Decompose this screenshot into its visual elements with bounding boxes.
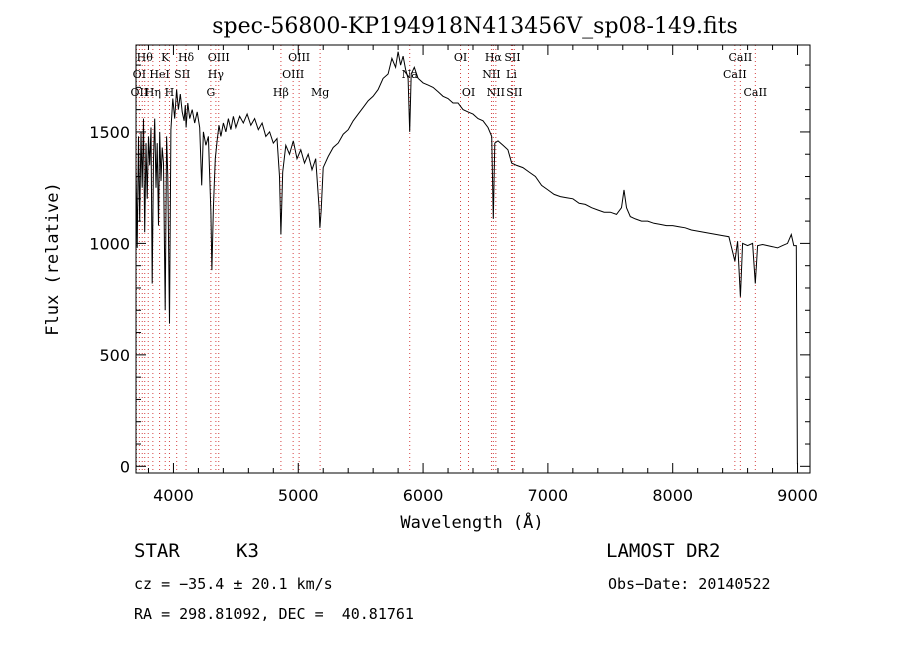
y-tick-label: 0 bbox=[120, 457, 130, 476]
line-label: Hθ bbox=[137, 51, 154, 64]
line-label: CaII bbox=[743, 86, 767, 99]
x-tick-label: 4000 bbox=[153, 486, 194, 505]
line-label: OIII bbox=[208, 51, 230, 64]
radial-velocity: cz = −35.4 ± 20.1 km/s bbox=[134, 575, 333, 593]
line-label: HeI bbox=[149, 68, 169, 81]
x-tick-label: 9000 bbox=[777, 486, 818, 505]
chart-title: spec-56800-KP194918N413456V_sp08-149.fit… bbox=[212, 14, 738, 39]
line-label: Hδ bbox=[178, 51, 195, 64]
x-tick-label: 8000 bbox=[652, 486, 693, 505]
line-label: OI bbox=[462, 86, 475, 99]
spectral-subclass: K3 bbox=[236, 540, 259, 562]
line-label: Mg bbox=[311, 86, 329, 99]
line-label: Na bbox=[402, 68, 419, 81]
survey-name: LAMOST DR2 bbox=[606, 540, 721, 562]
x-tick-label: 7000 bbox=[528, 486, 569, 505]
line-label: CaII bbox=[723, 68, 747, 81]
line-label: OIII bbox=[282, 68, 304, 81]
line-label: SII bbox=[174, 68, 190, 81]
spectrum-line bbox=[135, 51, 798, 465]
object-type: STAR bbox=[134, 540, 180, 562]
line-label: Hβ bbox=[273, 86, 289, 99]
y-axis-label: Flux (relative) bbox=[43, 182, 63, 336]
y-tick-label: 500 bbox=[99, 346, 130, 365]
y-tick-label: 1000 bbox=[89, 234, 130, 253]
line-label: SII bbox=[504, 51, 520, 64]
line-label: G bbox=[206, 86, 215, 99]
observation-date: Obs−Date: 20140522 bbox=[608, 575, 771, 593]
line-label: SII bbox=[506, 86, 522, 99]
x-tick-label: 5000 bbox=[278, 486, 319, 505]
line-label: H bbox=[165, 86, 175, 99]
line-label: OIII bbox=[288, 51, 310, 64]
plot-frame bbox=[135, 44, 811, 474]
line-label: Hγ bbox=[208, 68, 225, 81]
line-label: OI bbox=[454, 51, 467, 64]
line-label: NII bbox=[487, 86, 505, 99]
x-tick-label: 6000 bbox=[403, 486, 444, 505]
x-axis-label: Wavelength (Å) bbox=[400, 511, 543, 533]
spectral-line-markers bbox=[135, 45, 756, 473]
line-label: NII bbox=[482, 68, 500, 81]
y-tick-label: 1500 bbox=[89, 123, 130, 142]
line-label: OII bbox=[131, 86, 149, 99]
spectrum-series bbox=[135, 51, 798, 465]
line-label: CaII bbox=[729, 51, 753, 64]
line-label: K bbox=[161, 51, 170, 64]
line-label: OI bbox=[133, 68, 146, 81]
coordinates: RA = 298.81092, DEC = 40.81761 bbox=[134, 605, 414, 623]
line-label: Hη bbox=[145, 86, 161, 99]
line-label: Li bbox=[506, 68, 517, 81]
axes: 4000 5000 6000 7000 8000 9000 0 500 1000 1500 bbox=[89, 45, 818, 505]
line-label: Hα bbox=[485, 51, 503, 64]
